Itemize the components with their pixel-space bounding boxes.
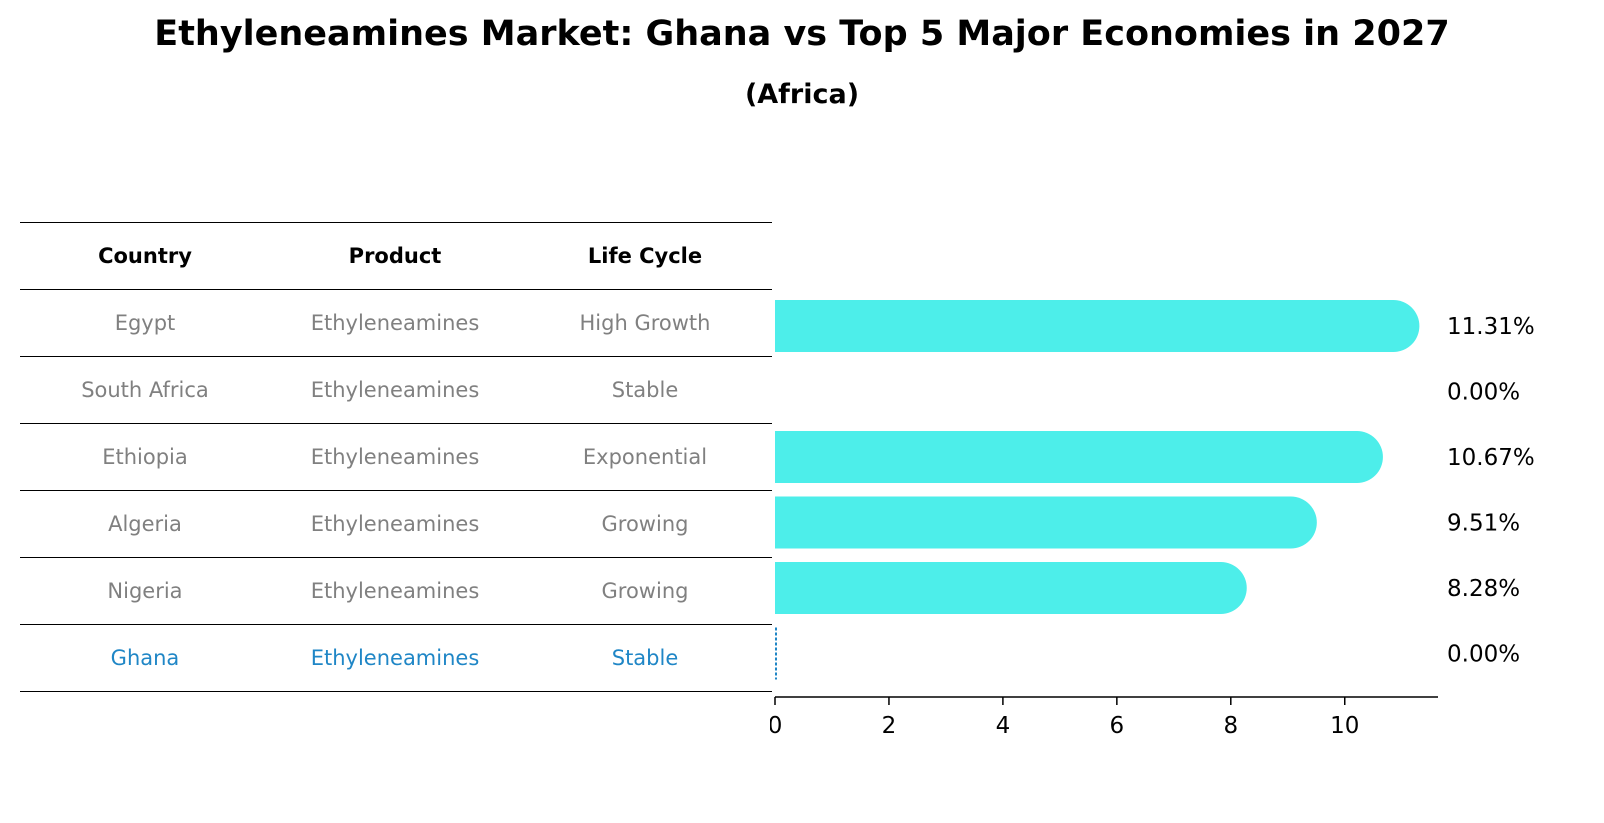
- value-label: 11.31%: [1447, 314, 1535, 340]
- table-header-row: Country Product Life Cycle: [20, 222, 772, 289]
- table-row: Algeria Ethyleneamines Growing: [20, 490, 772, 557]
- cell-country: South Africa: [81, 378, 209, 402]
- country-table: Country Product Life Cycle Egypt Ethylen…: [20, 222, 772, 692]
- value-label: 0.00%: [1447, 642, 1520, 668]
- x-tick-label: 10: [1330, 713, 1359, 739]
- cell-life-cycle: Growing: [601, 579, 689, 603]
- cell-product: Ethyleneamines: [310, 311, 480, 335]
- cell-country: Egypt: [114, 311, 176, 335]
- cell-country: Algeria: [108, 512, 182, 536]
- cell-country: Ghana: [110, 646, 180, 670]
- cell-life-cycle: Exponential: [582, 445, 708, 469]
- cell-country: Nigeria: [107, 579, 183, 603]
- cell-life-cycle: High Growth: [579, 311, 711, 335]
- header-country: Country: [98, 244, 192, 268]
- cell-product: Ethyleneamines: [310, 445, 480, 469]
- table-row: Ethiopia Ethyleneamines Exponential: [20, 423, 772, 490]
- x-tick-label: 2: [882, 713, 897, 739]
- x-tick-label: 0: [770, 713, 782, 739]
- value-label: 9.51%: [1447, 511, 1520, 537]
- cell-product: Ethyleneamines: [310, 512, 480, 536]
- table-row: Nigeria Ethyleneamines Growing: [20, 557, 772, 624]
- cell-country: Ethiopia: [102, 445, 188, 469]
- table-row-highlighted: Ghana Ethyleneamines Stable: [20, 624, 772, 692]
- value-label: 10.67%: [1447, 445, 1535, 471]
- x-tick-label: 6: [1110, 713, 1125, 739]
- header-life-cycle: Life Cycle: [587, 244, 703, 268]
- cell-life-cycle: Stable: [611, 378, 679, 402]
- chart-subtitle: (Africa): [744, 79, 860, 110]
- table-row: South Africa Ethyleneamines Stable: [20, 356, 772, 423]
- table-row: Egypt Ethyleneamines High Growth: [20, 289, 772, 356]
- cell-life-cycle: Stable: [611, 646, 679, 670]
- x-tick-label: 8: [1223, 713, 1238, 739]
- bar-ethiopia: [775, 431, 1383, 483]
- x-tick-label: 4: [996, 713, 1011, 739]
- chart-title: Ethyleneamines Market: Ghana vs Top 5 Ma…: [154, 14, 1450, 54]
- bar-egypt: [775, 300, 1420, 352]
- cell-product: Ethyleneamines: [310, 646, 480, 670]
- cell-product: Ethyleneamines: [310, 378, 480, 402]
- header-product: Product: [348, 244, 442, 268]
- value-label: 8.28%: [1447, 576, 1520, 602]
- cell-life-cycle: Growing: [601, 512, 689, 536]
- cell-product: Ethyleneamines: [310, 579, 480, 603]
- value-label: 0.00%: [1447, 380, 1520, 406]
- bar-chart: 11.31% 0.00% 10.67% 9.51% 8.28% 0.00% 0 2 4 6 8 10: [770, 300, 1535, 739]
- bar-algeria: [775, 496, 1317, 549]
- bar-nigeria: [775, 562, 1247, 614]
